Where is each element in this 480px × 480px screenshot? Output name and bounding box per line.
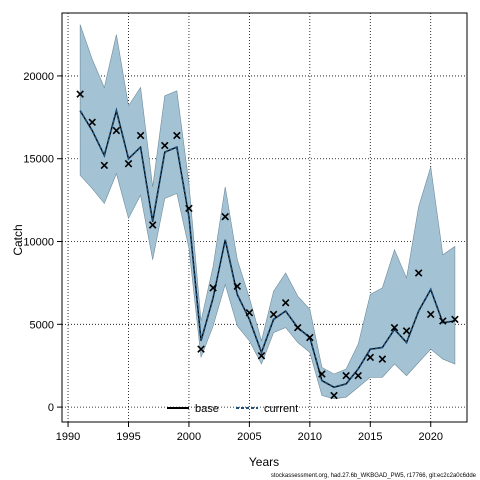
- observed-point: [439, 317, 447, 325]
- legend-current-label: current: [264, 403, 298, 415]
- x-axis-title: Years: [249, 455, 279, 469]
- observed-point: [148, 221, 157, 229]
- observed-point: [221, 212, 229, 221]
- observed-point: [209, 284, 217, 292]
- observed-point: [124, 159, 133, 168]
- observed-point: [233, 282, 242, 290]
- observed-point: [330, 391, 338, 400]
- x-tick-label: 2010: [298, 431, 322, 443]
- y-axis-title: Catch: [11, 224, 25, 255]
- y-tick-label: 10000: [23, 237, 54, 249]
- observed-point: [88, 118, 96, 127]
- observed-point: [173, 131, 181, 140]
- x-axis: 1990 1995 2000 2005 2010 2015 2020: [56, 422, 443, 443]
- y-axis: 0 5000 10000 15000 20000: [23, 71, 62, 414]
- observed-point: [136, 131, 145, 140]
- observed-point: [269, 310, 278, 319]
- y-tick-label: 5000: [30, 319, 54, 331]
- legend: base current: [167, 403, 298, 415]
- series-current-line: [79, 107, 456, 389]
- observed-point: [185, 204, 193, 213]
- observed-point: [197, 345, 205, 353]
- y-tick-label: 20000: [23, 71, 54, 83]
- observed-point: [318, 370, 326, 378]
- x-tick-label: 2005: [237, 431, 261, 443]
- x-tick-label: 1990: [56, 431, 80, 443]
- legend-base-label: base: [195, 403, 219, 415]
- x-tick-label: 1995: [116, 431, 140, 443]
- observed-point: [366, 353, 375, 362]
- observed-point: [160, 141, 169, 150]
- observed-point: [306, 333, 314, 342]
- observed-point: [281, 299, 290, 307]
- observed-point: [342, 371, 350, 380]
- x-tick-label: 2000: [177, 431, 201, 443]
- observed-point: [414, 269, 423, 277]
- y-tick-label: 15000: [23, 154, 54, 166]
- observed-point: [76, 90, 84, 98]
- x-tick-label: 2020: [418, 431, 442, 443]
- observed-point: [293, 323, 302, 332]
- observed-point: [100, 161, 109, 170]
- observed-point: [245, 308, 254, 317]
- plot-frame: [61, 12, 468, 423]
- footer-text: stockassessment.org, had.27.6b_WKBGAD_PW…: [271, 473, 477, 479]
- confidence-band: [79, 24, 456, 400]
- observed-point: [402, 327, 411, 335]
- observed-point: [390, 323, 399, 332]
- observed-point: [426, 310, 435, 319]
- x-tick-label: 2015: [358, 431, 382, 443]
- observed-point: [451, 315, 459, 324]
- observed-points: [76, 90, 459, 400]
- observed-point: [112, 126, 121, 135]
- observed-point: [378, 355, 387, 363]
- observed-point: [354, 371, 362, 380]
- y-tick-label: 0: [48, 402, 54, 414]
- observed-point: [257, 351, 266, 360]
